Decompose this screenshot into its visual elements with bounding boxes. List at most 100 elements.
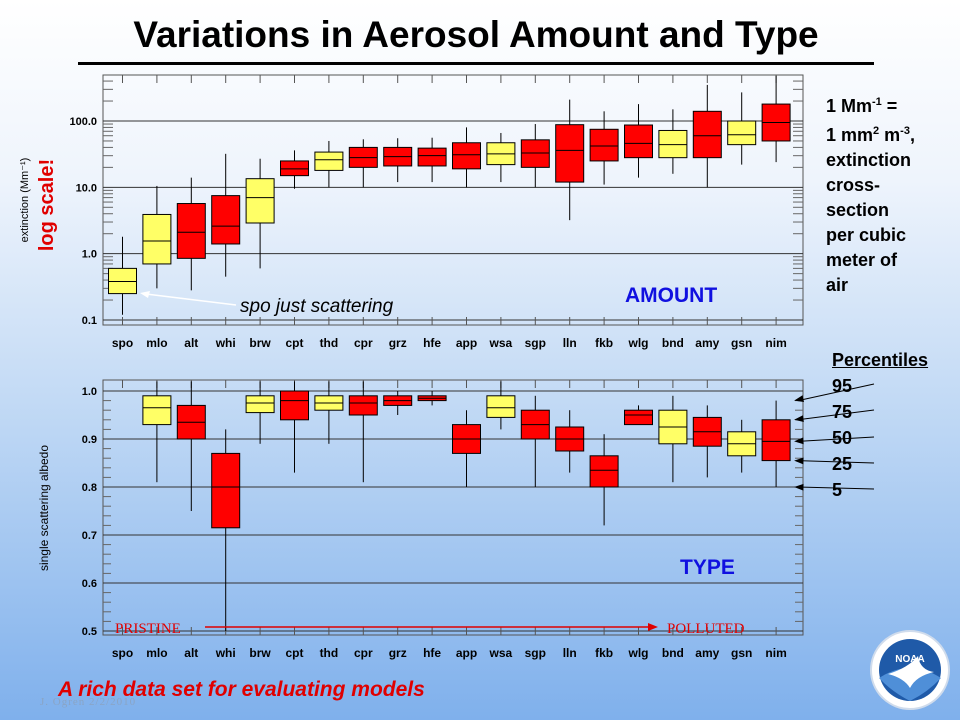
- x-tick-label: nim: [765, 336, 786, 350]
- percentile-arrowhead: [794, 437, 804, 445]
- x-tick-label: brw: [249, 336, 271, 350]
- percentile-label: 25: [832, 454, 853, 474]
- type-label: TYPE: [680, 556, 735, 579]
- box-amy: [692, 110, 722, 159]
- percentile-label: 75: [832, 402, 853, 422]
- box-nim: [761, 419, 791, 462]
- y-tick-label: 0.6: [82, 578, 97, 590]
- y-tick-label: 0.1: [82, 315, 97, 327]
- x-tick-label: cpr: [354, 336, 373, 350]
- x-tick-label: sgp: [525, 336, 546, 350]
- x-tick-label: amy: [695, 336, 719, 350]
- x-tick-label: gsn: [731, 646, 752, 660]
- x-tick-label: fkb: [595, 646, 613, 660]
- x-tick-label: amy: [695, 646, 719, 660]
- summary-text: A rich data set for evaluating models: [58, 678, 425, 701]
- x-tick-label: wsa: [489, 646, 513, 660]
- box-whi: [211, 452, 241, 529]
- pristine-polluted-arrowhead: [648, 623, 658, 631]
- box-app: [452, 142, 481, 170]
- x-tick-label: lln: [563, 646, 577, 660]
- x-tick-label: whi: [215, 646, 236, 660]
- percentile-arrowhead: [794, 415, 804, 422]
- percentile-arrow: [797, 383, 875, 402]
- title-underline: [78, 62, 874, 65]
- y-tick-label: 1.0: [82, 386, 97, 398]
- x-tick-label: cpr: [354, 646, 373, 660]
- x-tick-label: spo: [112, 646, 133, 660]
- box-cpt: [280, 390, 309, 421]
- x-tick-label: mlo: [146, 336, 167, 350]
- box-fkb: [589, 128, 619, 162]
- box-brw: [245, 178, 275, 224]
- x-tick-label: mlo: [146, 646, 167, 660]
- plot-frame: [102, 379, 804, 636]
- x-tick-label: wlg: [628, 336, 649, 350]
- page-title: Variations in Aerosol Amount and Type: [133, 14, 819, 55]
- y-tick-label: 0.5: [82, 626, 97, 638]
- percentile-label: 50: [832, 428, 853, 448]
- author-credit: J. Ogren 2/2/2010: [40, 696, 137, 708]
- y-tick-label: 0.8: [82, 482, 97, 494]
- box-cpt: [280, 160, 309, 177]
- x-tick-label: hfe: [423, 646, 441, 660]
- box-mlo: [142, 395, 172, 426]
- percentile-arrow: [798, 436, 875, 442]
- box-wlg: [624, 124, 653, 159]
- percentile-arrow: [798, 409, 875, 421]
- x-tick-label: thd: [320, 336, 339, 350]
- x-tick-label: cpt: [286, 336, 304, 350]
- x-tick-label: brw: [249, 646, 271, 660]
- noaa-logo: NOAA: [870, 630, 950, 710]
- box-sgp: [520, 139, 550, 168]
- box-fkb: [589, 455, 619, 488]
- percentile-legend-title: Percentiles: [832, 350, 929, 370]
- x-tick-label: bnd: [662, 646, 684, 660]
- x-tick-label: grz: [389, 646, 407, 660]
- percentile-arrowhead: [794, 457, 804, 465]
- unit-explanation: 1 Mm-1 = 1 mm2 m-3, extinction cross- se…: [826, 90, 960, 298]
- x-tick-label: hfe: [423, 336, 441, 350]
- amount-label: AMOUNT: [625, 284, 717, 307]
- log-scale-label: log scale!: [36, 159, 58, 251]
- box-whi: [211, 195, 241, 245]
- y-tick-label: 0.9: [82, 434, 97, 446]
- box-gsn: [727, 120, 757, 146]
- x-tick-label: sgp: [525, 646, 546, 660]
- x-tick-label: fkb: [595, 336, 613, 350]
- x-tick-label: thd: [320, 646, 339, 660]
- percentile-legend: Percentiles 95 75 50 25 5: [832, 347, 928, 503]
- x-tick-label: gsn: [731, 336, 752, 350]
- polluted-label: POLLUTED: [667, 621, 745, 637]
- unit-line: air: [826, 275, 849, 295]
- x-tick-label: spo: [112, 336, 133, 350]
- x-tick-label: app: [456, 646, 477, 660]
- percentile-arrow: [798, 486, 875, 490]
- plot-frame: [102, 74, 804, 326]
- box-spo: [108, 267, 137, 295]
- x-tick-label: alt: [184, 646, 198, 660]
- unit-line: extinction: [826, 150, 912, 170]
- box-wlg: [624, 409, 653, 426]
- box-mlo: [142, 213, 172, 265]
- x-tick-label: grz: [389, 336, 407, 350]
- percentile-arrowhead: [794, 483, 804, 491]
- annotation-arrowhead: [140, 291, 150, 298]
- percentile-label: 5: [832, 480, 843, 500]
- box-lln: [555, 124, 585, 183]
- y-axis-label: extinction (Mm⁻¹): [19, 158, 31, 243]
- y-tick-label: 100.0: [69, 116, 97, 128]
- noaa-logo-text: NOAA: [895, 654, 924, 665]
- percentile-label: 95: [832, 376, 853, 396]
- box-brw: [245, 395, 275, 414]
- x-tick-label: cpt: [286, 646, 304, 660]
- percentile-arrow: [798, 460, 875, 464]
- unit-line: section: [826, 200, 890, 220]
- percentile-arrowhead: [794, 395, 805, 402]
- box-alt: [176, 203, 206, 259]
- y-tick-label: 10.0: [76, 182, 97, 194]
- x-tick-label: whi: [215, 336, 236, 350]
- pristine-label: PRISTINE: [115, 621, 181, 637]
- box-hfe: [417, 147, 447, 167]
